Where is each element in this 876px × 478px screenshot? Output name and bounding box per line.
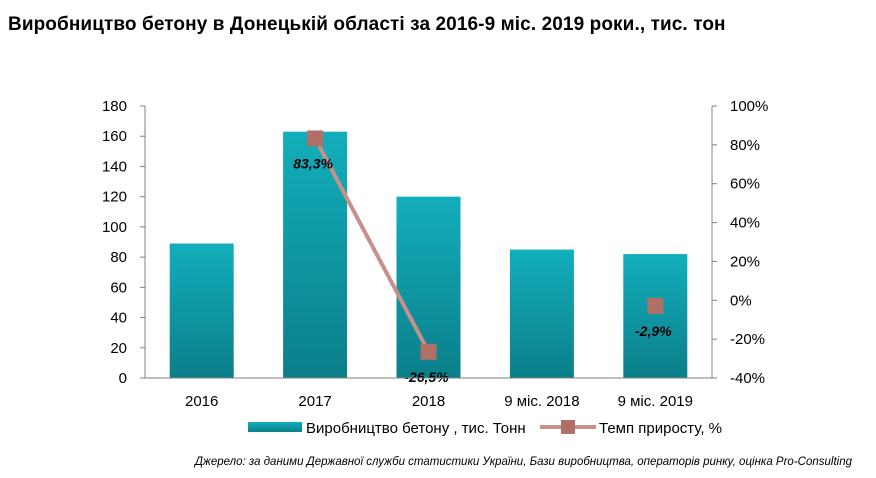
left-axis-tick-label: 120 (102, 189, 127, 206)
data-label: -26,5% (404, 369, 449, 385)
line-segment (313, 137, 431, 353)
bar (623, 254, 688, 378)
legend-line-marker (561, 420, 575, 434)
legend-bar-swatch (248, 422, 302, 432)
category-label: 9 міс. 2018 (504, 393, 579, 410)
left-axis-tick-label: 0 (119, 370, 127, 387)
line-series: 83,3% -26,5% -2,9% (293, 130, 672, 385)
left-axis-tick-label: 180 (102, 98, 127, 115)
source-note: Джерело: за даними Державної служби стат… (194, 456, 852, 468)
line-point (307, 130, 324, 147)
left-axis-tick-label: 60 (110, 279, 127, 296)
legend-line-label: Темп приросту, % (599, 420, 722, 437)
right-axis-tick-label: -20% (730, 331, 765, 348)
left-axis-tick-label: 160 (102, 128, 127, 145)
category-label: 2017 (298, 393, 331, 410)
right-axis-tick-label: 60% (730, 176, 760, 193)
legend: Виробництво бетону , тис. Тонн Темп прир… (248, 420, 722, 437)
bar-series (169, 131, 688, 378)
data-label: -2,9% (635, 323, 672, 339)
chart-title: Виробництво бетону в Донецькій області з… (8, 14, 726, 35)
bar (169, 243, 234, 378)
category-label: 9 міс. 2019 (618, 393, 693, 410)
data-label: 83,3% (293, 155, 333, 171)
left-axis-tick-label: 140 (102, 158, 127, 175)
right-axis: -40% -20% 0% 20% 40% 60% 80% 100% (711, 98, 768, 387)
right-axis-tick-label: 80% (730, 137, 760, 154)
legend-bar-label: Виробництво бетону , тис. Тонн (306, 420, 526, 437)
left-axis: 0 20 40 60 80 100 120 140 160 180 (102, 98, 146, 387)
line-point (420, 343, 437, 360)
bar (283, 131, 348, 378)
right-axis-tick-label: 100% (730, 98, 768, 115)
bar (509, 249, 574, 378)
right-axis-tick-label: -40% (730, 370, 765, 387)
left-axis-tick-label: 40 (110, 310, 127, 327)
right-axis-tick-label: 0% (730, 292, 752, 309)
category-label: 2016 (185, 393, 218, 410)
left-axis-tick-label: 100 (102, 219, 127, 236)
left-axis-tick-label: 80 (110, 249, 127, 266)
right-axis-tick-label: 40% (730, 215, 760, 232)
left-axis-tick-label: 20 (110, 340, 127, 357)
category-labels: 2016 2017 2018 9 міс. 2018 9 міс. 2019 (145, 377, 712, 410)
category-label: 2018 (412, 393, 445, 410)
line-point (647, 297, 664, 314)
right-axis-tick-label: 20% (730, 253, 760, 270)
